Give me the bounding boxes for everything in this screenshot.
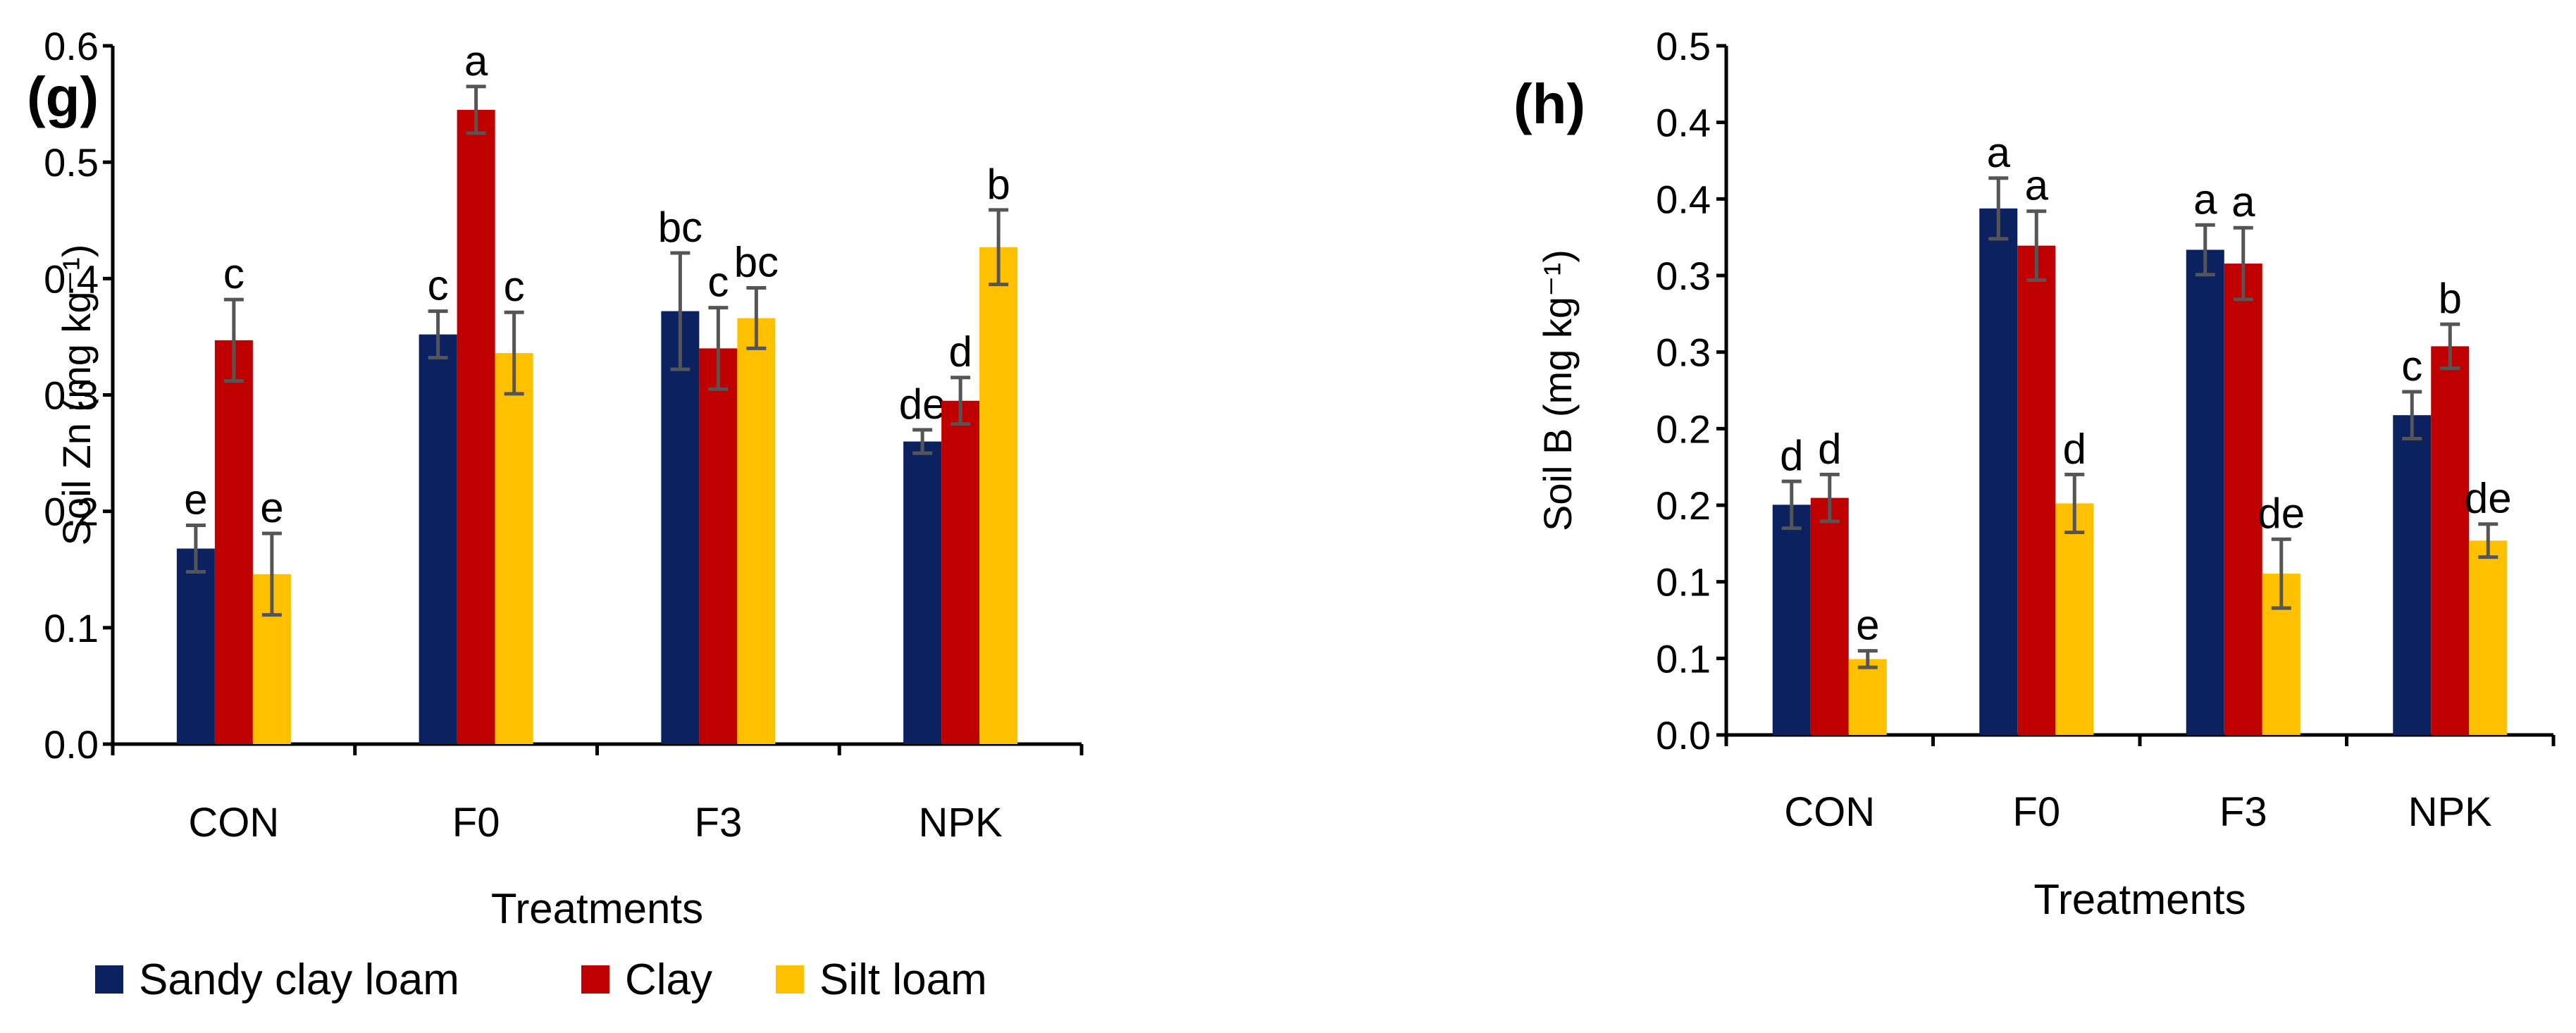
legend-label-sandy-clay-loam: Sandy clay loam <box>139 955 459 1004</box>
panel-g-y-tick-label: 0.1 <box>44 606 99 650</box>
panel-h-bar-con-clay <box>1810 497 1849 735</box>
panel-h-category-label-f0: F0 <box>2012 789 2060 835</box>
panel-h-y-tick-label: 0.4 <box>1656 177 1711 221</box>
panel-g-bar-npk-sandy-clay-loam <box>903 441 942 744</box>
panel-g-sig-letter-f0-sandy-clay-loam: c <box>428 262 449 309</box>
panel-g-y-tick-label: 0.2 <box>44 490 99 534</box>
panel-h-bar-npk-clay <box>2431 346 2470 736</box>
panel-g-category-label-npk: NPK <box>918 800 1003 846</box>
panel-g-category-label-con: CON <box>188 800 279 846</box>
panel-h-sig-letter-f3-silt-loam: de <box>2258 490 2305 537</box>
panel-h-bar-npk-sandy-clay-loam <box>2393 415 2432 735</box>
chart-panel-h: 0.0 0.1 0.1 0.2 0.2 0.3 0.3 0.4 0.4 0.5 CON F0 F3 NPK… <box>1513 24 2556 923</box>
legend-label-silt-loam: Silt loam <box>819 955 987 1004</box>
panel-h-category-label-npk: NPK <box>2408 789 2493 835</box>
panel-g-bar-f3-silt-loam <box>737 318 776 744</box>
panel-h-category-label-con: CON <box>1784 789 1875 835</box>
panel-g-y-tick-label: 0.0 <box>44 722 99 767</box>
panel-g-sig-letter-f0-clay: a <box>464 37 488 85</box>
panel-g-bar-f3-clay <box>699 348 738 744</box>
panel-g-sig-letter-con-silt-loam: e <box>260 484 283 531</box>
panel-h-sig-letter-con-sandy-clay-loam: d <box>1780 432 1803 479</box>
panel-g-bar-f0-silt-loam <box>495 353 533 744</box>
panel-g-y-axis-title: Soil Zn (mg kg⁻¹) <box>54 245 99 546</box>
panel-g-bar-f0-sandy-clay-loam <box>419 334 457 744</box>
panel-g-sig-letter-f3-clay: c <box>707 259 729 306</box>
panel-h-bar-f0-clay <box>2017 245 2056 735</box>
panel-h-bar-f3-sandy-clay-loam <box>2186 249 2224 735</box>
panel-h-bar-con-sandy-clay-loam <box>1772 505 1811 735</box>
panel-h-sig-letter-f0-clay: a <box>2025 162 2049 209</box>
panel-h-y-tick-label: 0.3 <box>1656 330 1711 375</box>
panel-g-bar-con-clay <box>214 340 253 744</box>
panel-h-label: (h) <box>1513 73 1585 135</box>
panel-g-sig-letter-con-sandy-clay-loam: e <box>184 476 207 523</box>
panel-h-sig-letter-npk-sandy-clay-loam: c <box>2401 342 2422 390</box>
panel-h-sig-letter-con-silt-loam: e <box>1856 602 1879 649</box>
panel-g-x-axis-title: Treatments <box>491 885 703 932</box>
panel-h-x-axis-title: Treatments <box>2033 876 2246 923</box>
panel-h-y-tick-label: 0.2 <box>1656 483 1711 528</box>
panel-g-sig-letter-npk-silt-loam: b <box>986 161 1010 208</box>
panel-g-sig-letter-con-clay: c <box>223 250 244 297</box>
panel-h-bar-f3-clay <box>2224 264 2262 736</box>
panel-h-sig-letter-npk-clay: b <box>2439 275 2462 322</box>
legend-swatch-sandy-clay-loam <box>95 965 123 994</box>
panel-g-sig-letter-f0-silt-loam: c <box>504 263 525 310</box>
panel-h-bar-npk-silt-loam <box>2469 540 2508 735</box>
panel-h-y-axis-title: Soil B (mg kg⁻¹) <box>1535 249 1580 531</box>
panel-h-sig-letter-f0-sandy-clay-loam: a <box>1987 129 2011 176</box>
panel-g-bar-f0-clay <box>457 109 495 744</box>
panel-h-y-tick-label: 0.1 <box>1656 560 1711 605</box>
panel-g-sig-letter-f3-silt-loam: bc <box>734 239 779 286</box>
panel-h-y-tick-label: 0.4 <box>1656 101 1711 145</box>
panel-g-bar-f3-sandy-clay-loam <box>661 311 700 745</box>
panel-g-label: (g) <box>27 66 99 128</box>
panel-h-bar-f0-silt-loam <box>2055 503 2094 735</box>
panel-g-sig-letter-f3-sandy-clay-loam: bc <box>658 204 702 251</box>
panel-g-y-tick-label: 0.4 <box>44 256 99 301</box>
panel-g-bar-con-sandy-clay-loam <box>176 548 215 744</box>
panel-h-sig-letter-con-clay: d <box>1818 425 1841 472</box>
panel-h-y-tick-label: 0.5 <box>1656 24 1711 68</box>
panel-h-y-tick-label: 0.3 <box>1656 254 1711 298</box>
legend-swatch-clay <box>581 965 609 994</box>
panel-h-y-tick-label: 0.0 <box>1656 713 1711 757</box>
panel-g-y-tick-label: 0.5 <box>44 140 99 185</box>
panel-h-y-tick-label: 0.2 <box>1656 407 1711 451</box>
panel-h-category-label-f3: F3 <box>2219 789 2267 835</box>
panel-g-bar-npk-clay <box>941 400 980 744</box>
legend-label-clay: Clay <box>625 955 712 1004</box>
panel-g-sig-letter-npk-clay: d <box>948 328 972 376</box>
panel-h-sig-letter-f0-silt-loam: d <box>2063 425 2086 472</box>
panel-g-bar-npk-silt-loam <box>979 247 1018 744</box>
panel-g-category-label-f0: F0 <box>452 800 500 846</box>
panel-h-sig-letter-npk-silt-loam: de <box>2465 475 2512 522</box>
panel-h-sig-letter-f3-sandy-clay-loam: a <box>2193 175 2217 223</box>
panel-g-category-label-f3: F3 <box>695 800 743 846</box>
panel-h-sig-letter-f3-clay: a <box>2231 178 2255 225</box>
legend: Sandy clay loam Clay Silt loam <box>95 955 987 1004</box>
legend-swatch-silt-loam <box>776 965 804 994</box>
panel-h-bar-con-silt-loam <box>1848 659 1887 735</box>
panel-h-y-tick-label: 0.1 <box>1656 636 1711 681</box>
panel-g-y-tick-label: 0.3 <box>44 373 99 418</box>
panel-h-bar-f0-sandy-clay-loam <box>1979 208 2018 736</box>
panel-g-y-tick-label: 0.6 <box>44 24 99 68</box>
panel-g-sig-letter-npk-sandy-clay-loam: de <box>899 381 946 428</box>
